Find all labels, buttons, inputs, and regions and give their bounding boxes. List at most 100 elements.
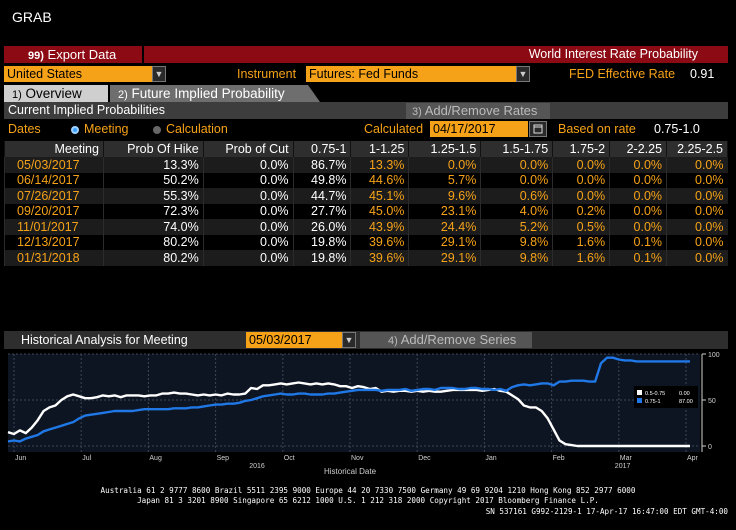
fed-effective-rate-label: FED Effective Rate [569,67,676,81]
meeting-date-cell: 09/20/2017 [4,203,104,219]
column-header[interactable]: 1-1.25 [350,141,410,157]
table-cell: 0.0% [666,188,728,204]
table-cell: 0.0% [666,157,728,173]
column-header[interactable]: Meeting [4,141,104,157]
table-cell: 0.0% [609,188,667,204]
tab-future-implied-probability[interactable]: 2) Future Implied Probability [110,85,306,102]
table-cell: 80.2% [102,234,204,250]
meeting-date-cell: 11/01/2017 [4,219,104,235]
column-header[interactable]: 1.5-1.75 [480,141,554,157]
column-header[interactable]: Prob of Cut [202,141,294,157]
column-header[interactable]: 2.25-2.5 [666,141,728,157]
footer-contacts-line-2: Japan 81 3 3201 8900 Singapore 65 6212 1… [137,496,599,505]
tab-future-label: Future Implied Probability [131,86,285,101]
table-cell: 39.6% [350,250,409,266]
table-cell: 5.7% [408,172,481,188]
table-cell: 1.6% [552,250,610,266]
instrument-dropdown-button[interactable]: ▼ [516,66,530,82]
table-cell: 0.1% [609,250,667,266]
calendar-button[interactable] [529,121,547,137]
table-cell: 0.0% [552,172,610,188]
historical-chart: Jun Jul Aug Sep Oct Nov Dec Jan Feb Mar Apr 2016 201… [4,350,732,478]
table-cell: 0.0% [480,172,553,188]
table-cell: 5.2% [480,219,553,235]
tab-overview-number: 1) [12,89,22,101]
table-cell: 0.0% [609,157,667,173]
column-header[interactable]: 0.75-1 [292,141,352,157]
table-cell: 55.3% [102,188,204,204]
table-cell: 24.4% [408,219,481,235]
table-row[interactable]: 06/14/2017 50.2% 0.0% 49.8% 44.6% 5.7% 0.0% 0.0… [4,172,728,188]
add-remove-rates-button[interactable]: 3) Add/Remove Rates [406,103,550,119]
column-header[interactable]: 2-2.25 [609,141,668,157]
table-cell: 80.2% [102,250,204,266]
series-line-white [7,381,690,448]
table-cell: 13.3% [102,157,204,173]
column-header[interactable]: 1.25-1.5 [408,141,482,157]
table-cell: 9.8% [480,234,553,250]
x-tick-label: Nov [351,455,364,462]
table-cell: 9.8% [480,250,553,266]
chevron-down-icon: ▼ [518,69,528,79]
table-cell: 0.2% [552,203,610,219]
table-cell: 0.0% [202,188,294,204]
x-tick-label: Dec [418,455,431,462]
column-header[interactable]: Prob Of Hike [102,141,204,157]
table-row[interactable]: 01/31/2018 80.2% 0.0% 19.8% 39.6% 29.1% 9.8% 1.… [4,250,728,266]
table-row[interactable]: 12/13/2017 80.2% 0.0% 19.8% 39.6% 29.1% 9.8% 1.… [4,234,728,250]
export-data-button[interactable]: 99) Export Data [6,47,142,62]
table-cell: 0.0% [609,203,667,219]
table-cell: 74.0% [102,219,204,235]
meeting-date-cell: 06/14/2017 [4,172,104,188]
y-tick-label: 0 [708,444,712,451]
meeting-radio[interactable] [71,126,79,134]
toolbar [4,46,728,63]
year-label: 2017 [615,463,631,470]
based-on-rate-value: 0.75-1.0 [654,122,700,136]
table-cell: 45.0% [350,203,409,219]
footer-session-info: SN 537161 G992-2129-1 17-Apr-17 16:47:00… [485,507,728,516]
instrument-field[interactable]: Futures: Fed Funds [306,66,516,82]
history-meeting-dropdown-button[interactable]: ▼ [342,332,356,348]
calculation-radio[interactable] [153,126,161,134]
add-remove-series-button[interactable]: 4) Add/Remove Series [360,332,532,348]
add-remove-rates-number: 3) [412,106,422,118]
y-tick-label: 50 [708,398,716,405]
country-field[interactable]: United States [4,66,152,82]
table-cell: 9.6% [408,188,481,204]
fed-effective-rate-value: 0.91 [690,67,715,81]
export-data-label: Export Data [47,47,117,62]
table-cell: 45.1% [350,188,409,204]
table-cell: 0.0% [666,172,728,188]
x-tick-label: Jan [485,455,496,462]
table-cell: 0.0% [408,157,481,173]
table-cell: 0.0% [202,250,294,266]
function-title: World Interest Rate Probability [528,47,698,61]
legend-swatch [637,398,642,403]
instrument-label: Instrument [237,67,297,81]
table-cell: 0.0% [666,203,728,219]
table-cell: 19.8% [292,250,351,266]
table-cell: 86.7% [292,157,351,173]
x-tick-label: Apr [687,455,699,462]
table-row[interactable]: 11/01/2017 74.0% 0.0% 26.0% 43.9% 24.4% 5.2% 0.… [4,219,728,235]
table-row[interactable]: 05/03/2017 13.3% 0.0% 86.7% 13.3% 0.0% 0.0% 0.0… [4,157,728,173]
calendar-icon [533,124,543,134]
add-remove-series-number: 4) [388,335,398,347]
country-dropdown-button[interactable]: ▼ [152,66,166,82]
calculated-label: Calculated [364,122,424,136]
table-cell: 39.6% [350,234,409,250]
table-cell: 29.1% [408,250,481,266]
table-row[interactable]: 07/26/2017 55.3% 0.0% 44.7% 45.1% 9.6% 0.6% 0.0… [4,188,728,204]
table-cell: 0.0% [202,203,294,219]
year-label: 2016 [249,463,265,470]
tab-overview[interactable]: 1) Overview [4,85,108,102]
history-meeting-field[interactable]: 05/03/2017 [246,332,342,348]
table-cell: 0.0% [202,172,294,188]
calculated-date-field[interactable]: 04/17/2017 [430,121,528,137]
table-row[interactable]: 09/20/2017 72.3% 0.0% 27.7% 45.0% 23.1% 4.0% 0.… [4,203,728,219]
probability-table: Meeting Prob Of Hike Prob of Cut 0.75-1 … [4,141,728,266]
calculation-radio-label: Calculation [166,122,228,136]
table-cell: 44.7% [292,188,351,204]
column-header[interactable]: 1.75-2 [552,141,611,157]
